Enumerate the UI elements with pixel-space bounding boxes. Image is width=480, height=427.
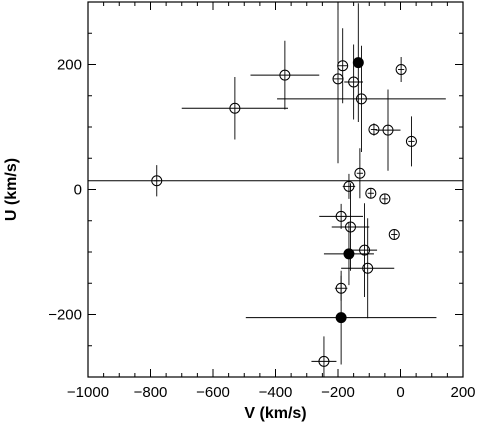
x-tick-label: −200: [321, 384, 355, 401]
data-point-open: [335, 210, 347, 222]
x-tick-label: −800: [134, 384, 168, 401]
data-point-filled: [343, 248, 355, 260]
data-point-open: [151, 175, 163, 187]
data-point-open: [343, 180, 355, 192]
data-point-open: [279, 69, 291, 81]
y-axis-label: U (km/s): [3, 158, 20, 221]
data-point-filled: [335, 312, 347, 324]
x-tick-label: 200: [450, 384, 475, 401]
tick-labels: −1000 −800 −600 −400 −200 0 200 −200 0 200: [48, 57, 475, 402]
x-tick-label: −400: [259, 384, 293, 401]
data-point-open: [332, 73, 344, 85]
x-tick-label: −600: [196, 384, 230, 401]
data-point-open: [355, 93, 367, 105]
data-point-filled: [352, 57, 364, 69]
x-tick-label: −1000: [67, 384, 109, 401]
error-bars: [153, 2, 446, 377]
data-point-open: [354, 167, 366, 179]
data-point-open: [345, 221, 356, 233]
data-point-open: [365, 187, 377, 199]
y-tick-label: −200: [48, 307, 82, 324]
data-point-open: [368, 124, 380, 135]
data-points: [151, 57, 417, 367]
y-tick-label: 0: [74, 182, 82, 199]
x-axis-label: V (km/s): [244, 405, 306, 422]
axis-ticks: [87, 1, 464, 378]
data-point-open: [388, 229, 400, 240]
data-point-open: [405, 135, 417, 147]
data-point-open: [318, 355, 330, 367]
data-point-open: [395, 64, 407, 75]
x-tick-label: 0: [396, 384, 404, 401]
data-point-open: [379, 193, 391, 205]
data-point-open: [362, 262, 374, 274]
y-tick-label: 200: [57, 57, 82, 74]
plot-frame: [87, 1, 464, 378]
data-point-open: [382, 124, 394, 136]
data-point-open: [229, 102, 241, 114]
data-point-open: [337, 60, 349, 72]
data-point-open: [335, 282, 347, 294]
data-point-open: [348, 76, 360, 88]
data-point-open: [359, 244, 371, 256]
